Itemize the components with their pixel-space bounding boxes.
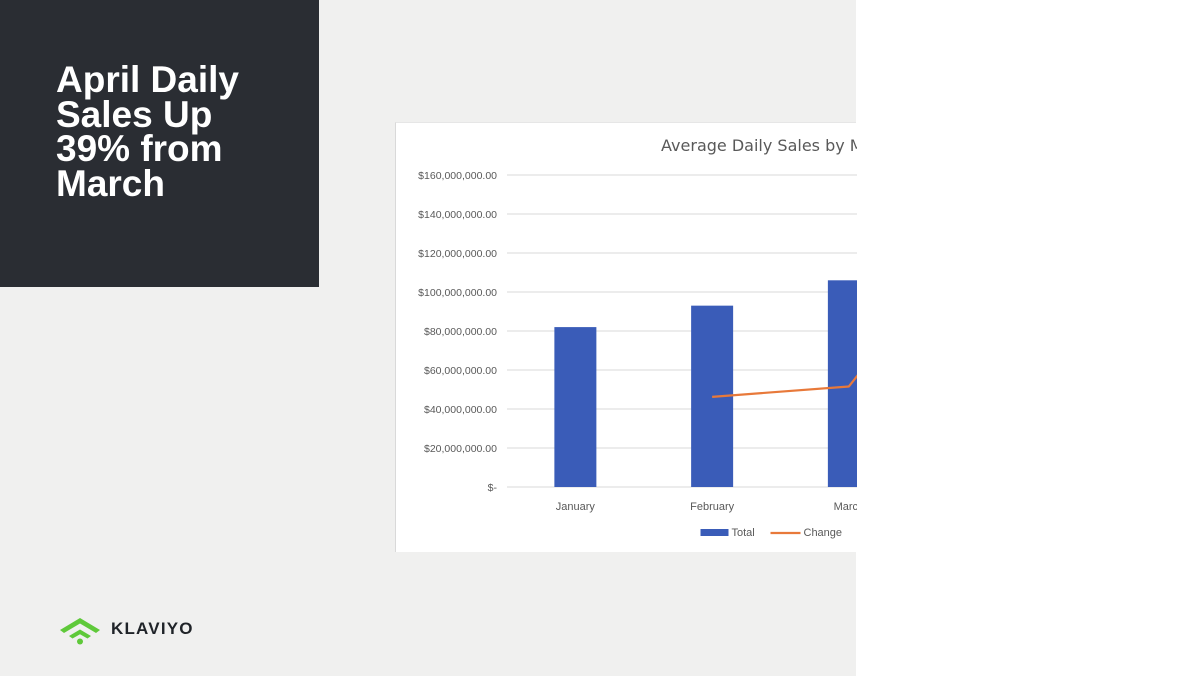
y-left-tick-label: $60,000,000.00 [424,365,497,377]
x-tick-label: January [556,501,596,513]
legend-swatch-total [700,529,729,536]
brand-name: KLAVIYO [111,619,194,638]
y-left-tick-label: $100,000,000.00 [418,287,497,299]
y-left-tick-label: $120,000,000.00 [418,248,497,260]
y-left-tick-label: $80,000,000.00 [424,326,497,338]
bar-january [554,327,597,487]
y-left-tick-label: $40,000,000.00 [424,404,497,416]
chart-title: Average Daily Sales by Month [661,136,857,155]
y-left-tick-label: $20,000,000.00 [424,443,497,455]
y-left-tick-label: $- [488,482,498,494]
legend-label-total: Total [732,527,755,539]
klaviyo-wifi-logo-icon [60,618,100,645]
brand-logo: KLAVIYO [57,612,194,646]
x-tick-label: March [834,501,857,513]
y-left-tick-label: $160,000,000.00 [418,170,497,182]
bar-march [827,280,857,487]
combo-chart: Average Daily Sales by Month $- $20,000,00… [418,136,857,539]
chart-card: Average Daily Sales by Month $- $20,000,00… [395,122,857,552]
headline-panel: April Daily Sales Up 39% from March [0,0,319,287]
x-tick-label: February [690,501,735,513]
headline: April Daily Sales Up 39% from March [56,59,239,204]
legend-label-change: Change [804,527,843,539]
y-left-tick-label: $140,000,000.00 [418,209,497,221]
